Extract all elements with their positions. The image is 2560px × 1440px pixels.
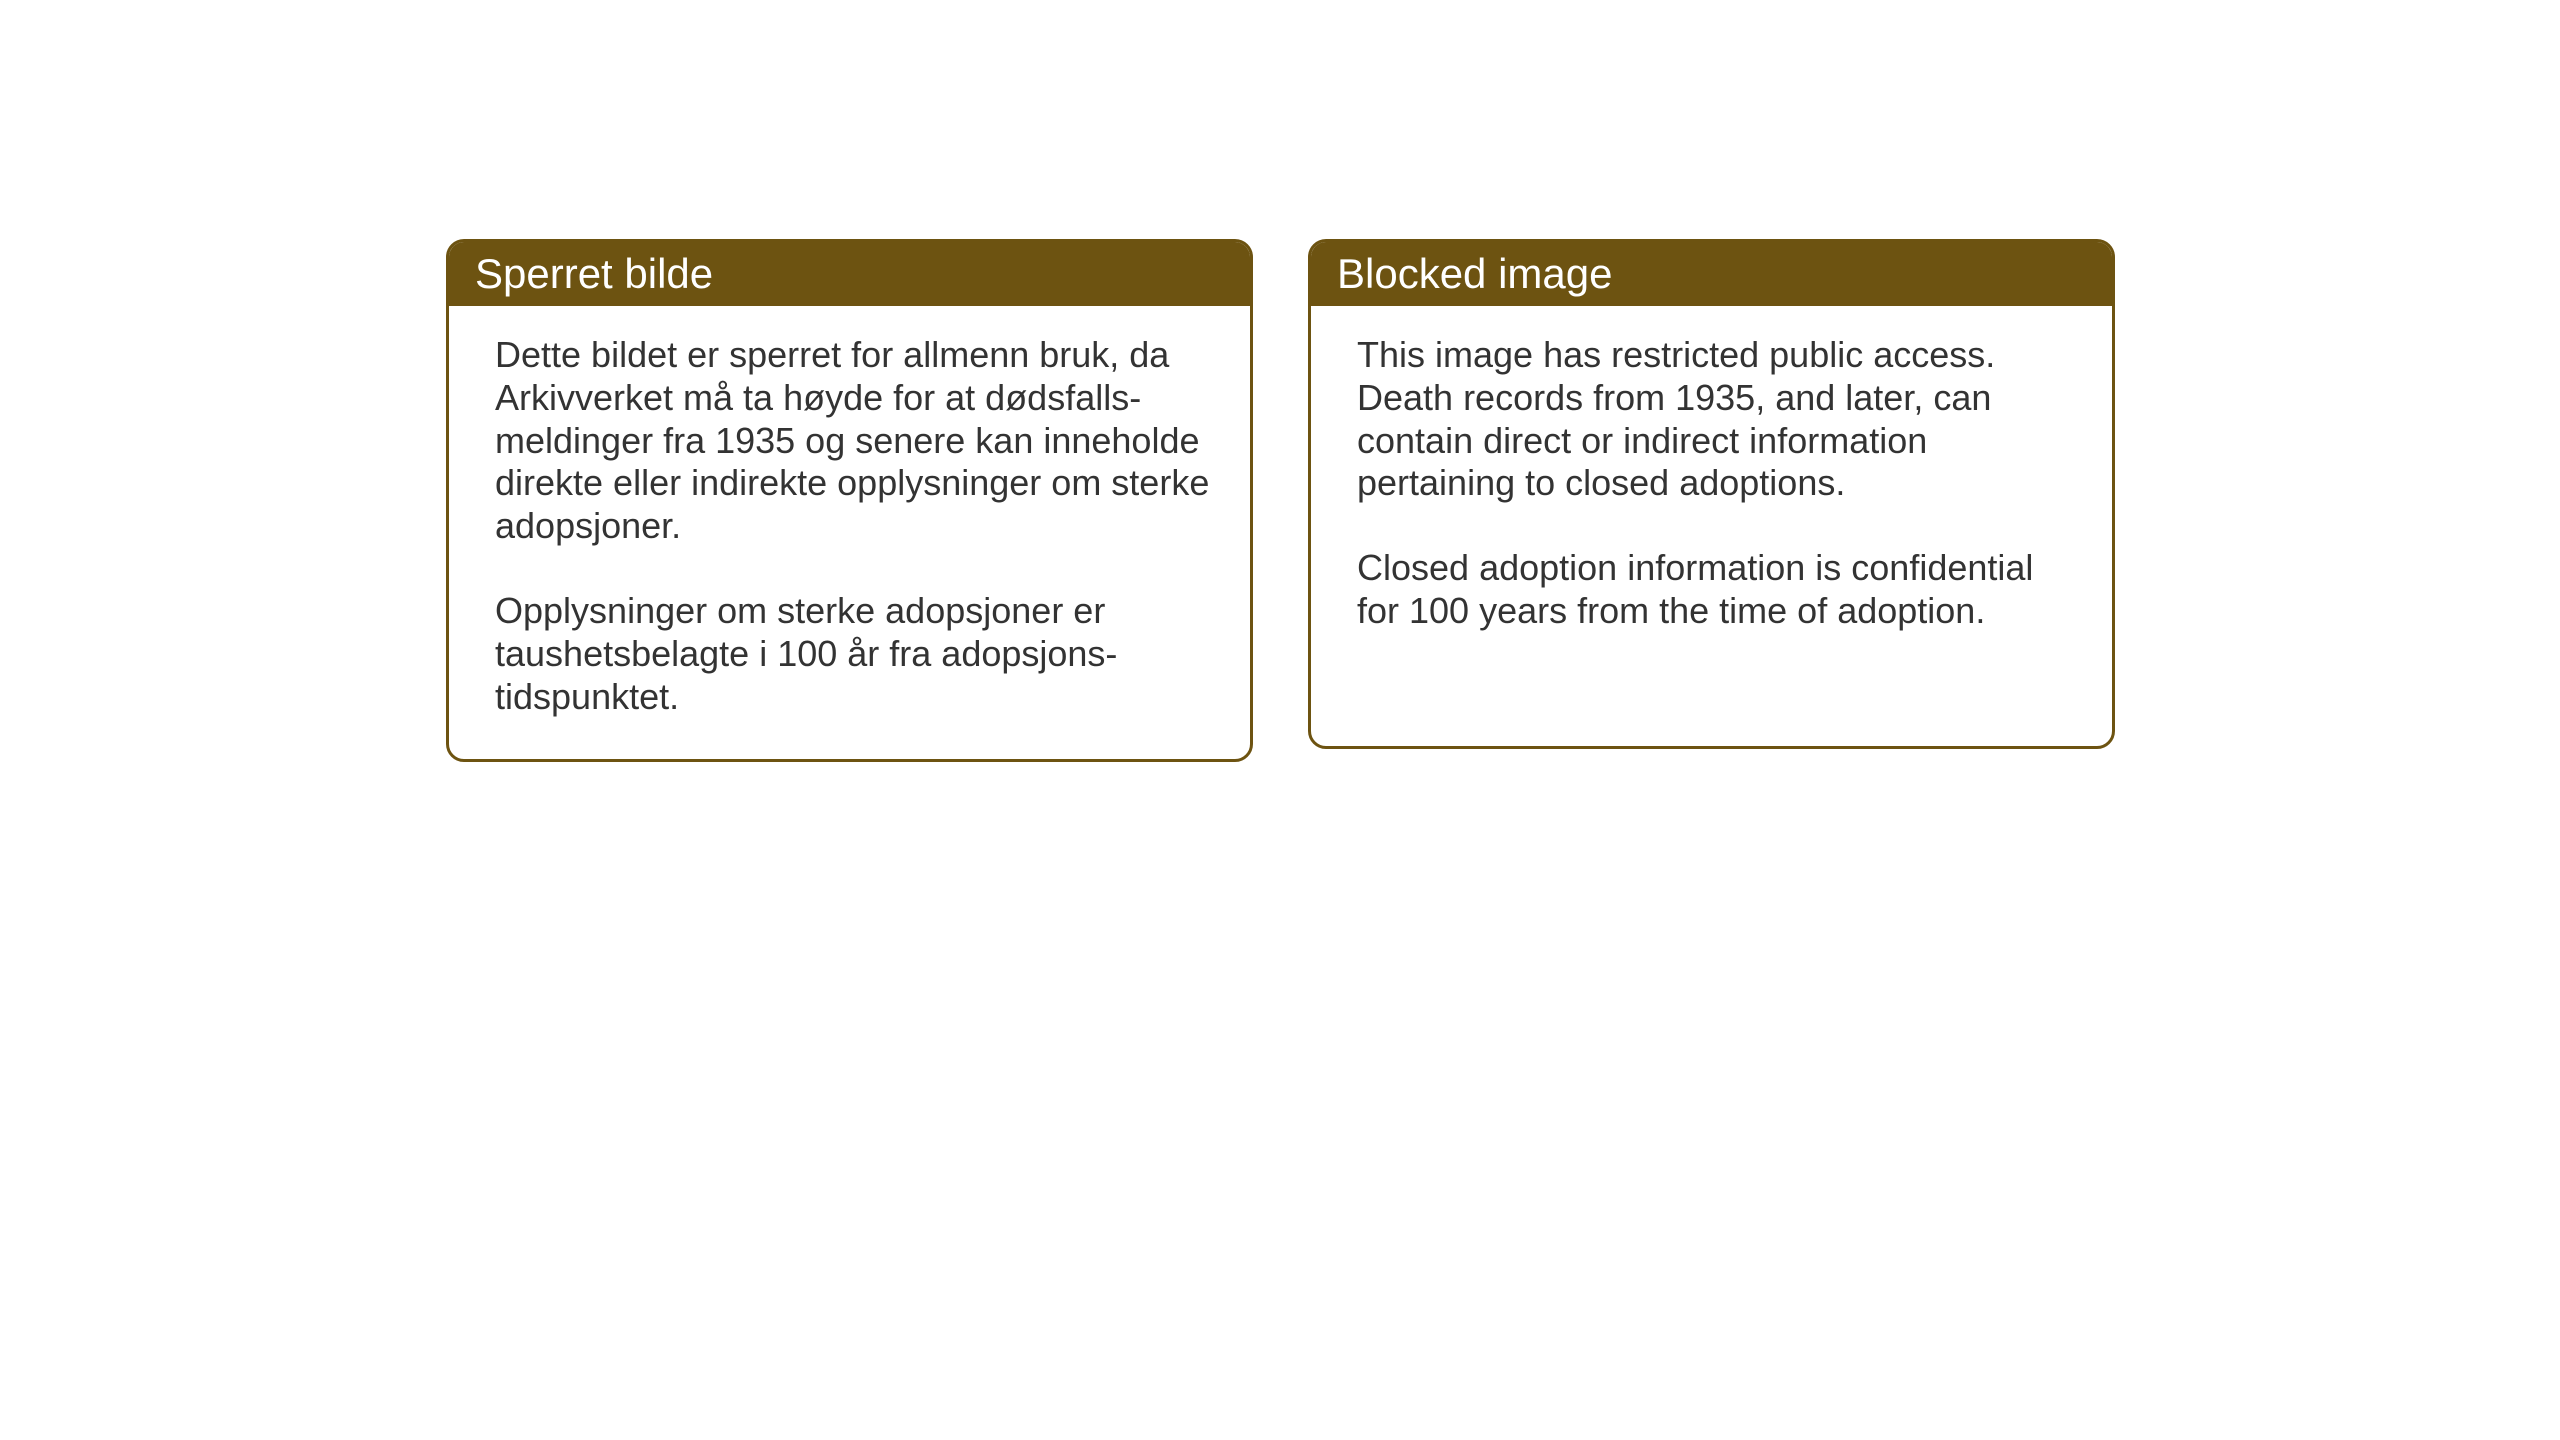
norwegian-card-title: Sperret bilde <box>475 250 713 297</box>
english-card-header: Blocked image <box>1311 242 2112 306</box>
norwegian-card: Sperret bilde Dette bildet er sperret fo… <box>446 239 1253 762</box>
english-paragraph-1: This image has restricted public access.… <box>1357 334 2072 505</box>
english-card: Blocked image This image has restricted … <box>1308 239 2115 749</box>
english-card-title: Blocked image <box>1337 250 1612 297</box>
english-paragraph-2: Closed adoption information is confident… <box>1357 547 2072 633</box>
norwegian-paragraph-1: Dette bildet er sperret for allmenn bruk… <box>495 334 1210 548</box>
norwegian-paragraph-2: Opplysninger om sterke adopsjoner er tau… <box>495 590 1210 718</box>
cards-container: Sperret bilde Dette bildet er sperret fo… <box>446 239 2115 762</box>
norwegian-card-body: Dette bildet er sperret for allmenn bruk… <box>449 306 1250 759</box>
norwegian-card-header: Sperret bilde <box>449 242 1250 306</box>
english-card-body: This image has restricted public access.… <box>1311 306 2112 673</box>
